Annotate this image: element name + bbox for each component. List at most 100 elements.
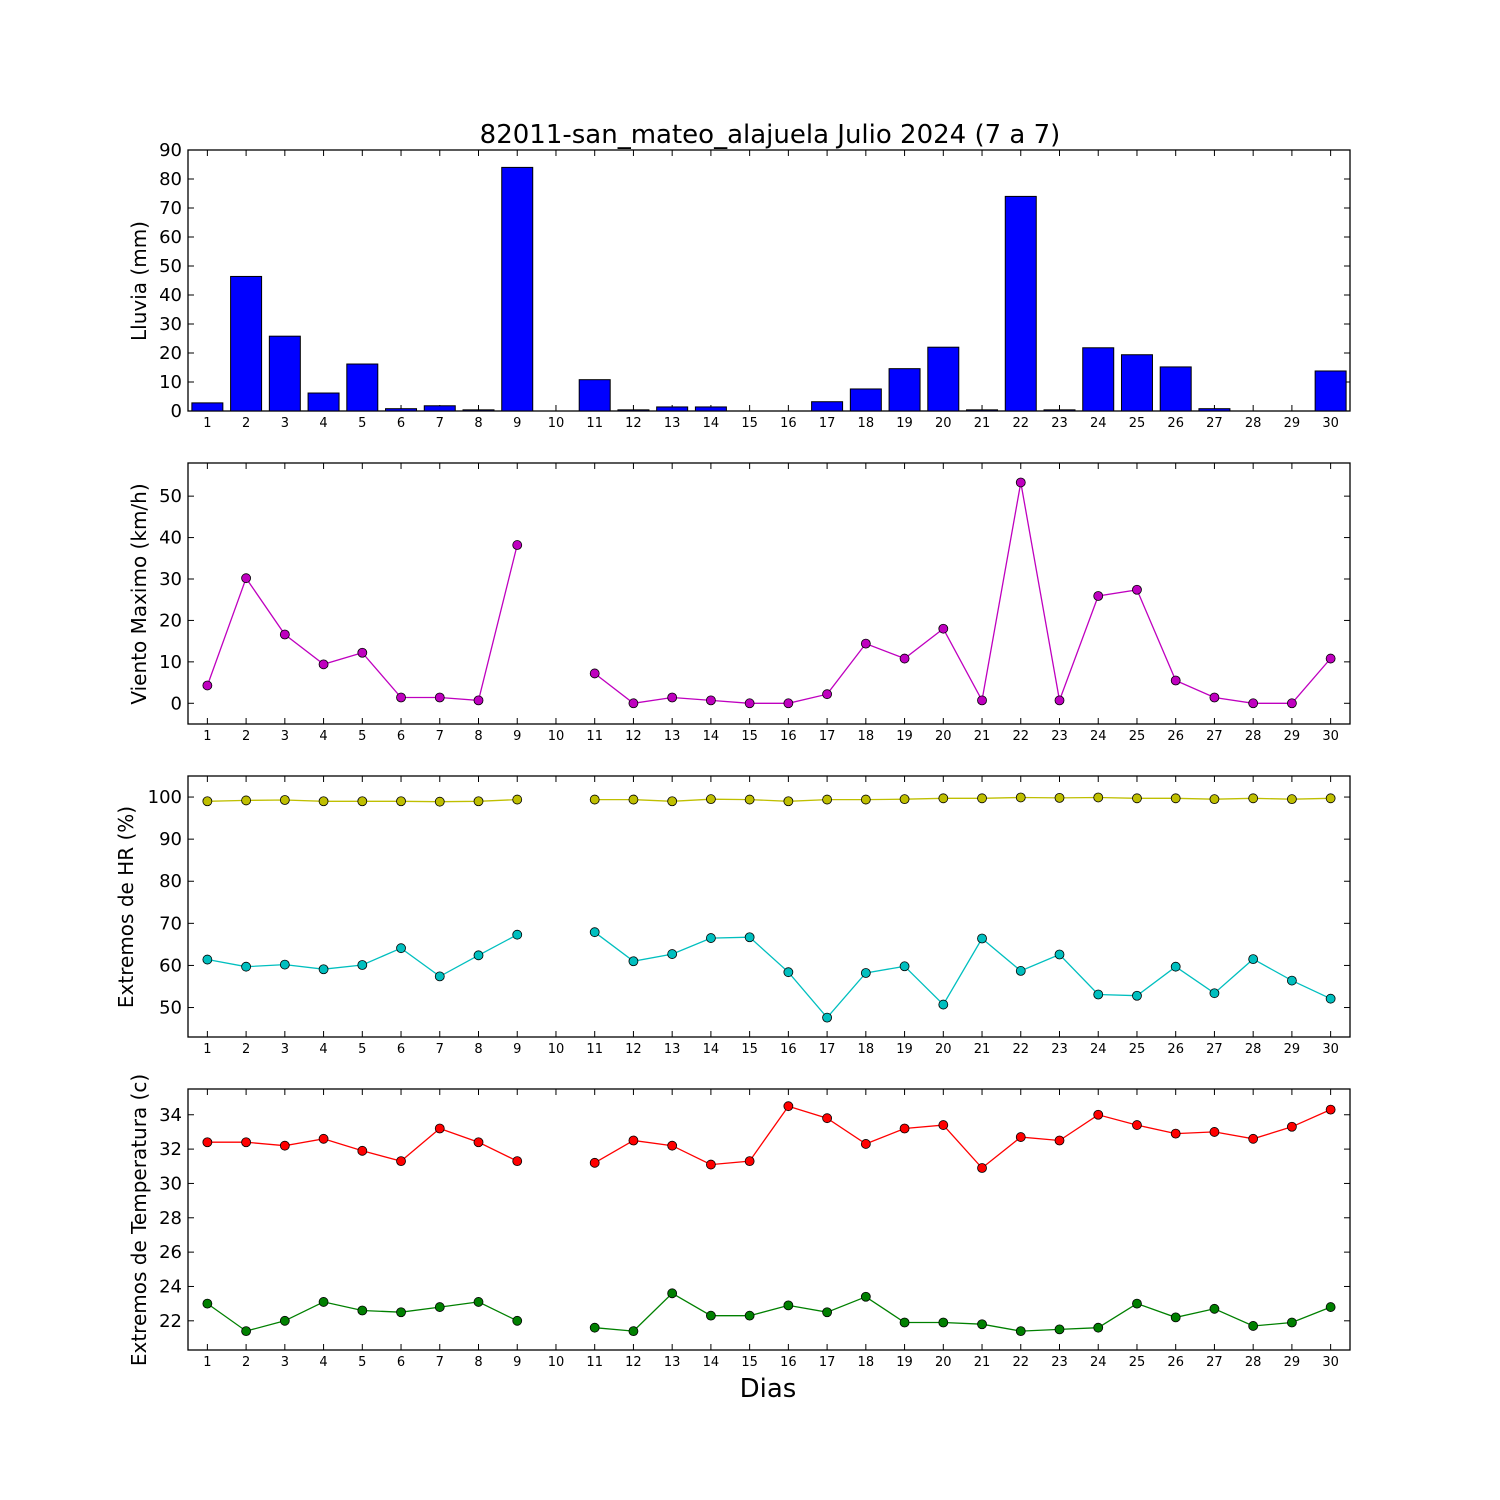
wind-y-tick-label: 40	[159, 528, 182, 549]
wind-series-0-point	[473, 695, 484, 706]
temperature-series-0-point	[783, 1101, 794, 1112]
wind-x-tick-label: 24	[1090, 729, 1107, 744]
temperature-x-tick-label: 27	[1206, 1355, 1223, 1370]
temperature-series-1-point	[434, 1302, 445, 1312]
humidity-series-0-point	[1054, 792, 1065, 803]
rain-x-tick-label: 10	[548, 416, 565, 431]
humidity-series-1-point	[279, 959, 290, 970]
rain-x-tick-label: 24	[1090, 416, 1107, 431]
humidity-series-1-point	[318, 964, 329, 975]
wind-x-tick-label: 1	[203, 729, 211, 744]
wind-x-tick-label: 2	[242, 729, 250, 744]
humidity-series-1-point	[1248, 954, 1259, 965]
humidity-series-0-point	[1093, 792, 1104, 803]
humidity-x-tick-label: 23	[1051, 1042, 1068, 1057]
rain-bar	[1082, 347, 1115, 412]
wind-x-tick-label: 12	[625, 729, 642, 744]
humidity-series-0-point	[202, 796, 213, 807]
x-axis-label: Dias	[740, 1374, 797, 1404]
temperature-series-1-point	[202, 1298, 213, 1309]
humidity-x-tick-label: 24	[1090, 1042, 1107, 1057]
temperature-x-tick-label: 5	[358, 1355, 366, 1370]
temperature-x-tick-label: 30	[1322, 1355, 1339, 1370]
rain-x-tick-label: 26	[1167, 416, 1184, 431]
temperature-x-tick-label: 4	[319, 1355, 327, 1370]
wind-y-tick-label: 0	[171, 693, 182, 714]
wind-y-axis-label: Viento Maximo (km/h)	[127, 483, 151, 704]
temperature-x-tick-label: 9	[513, 1355, 521, 1370]
wind-series-0-point	[202, 680, 213, 691]
rain-x-tick-label: 2	[242, 416, 250, 431]
humidity-series-1-point	[434, 971, 445, 982]
temperature-series-1-point	[667, 1288, 678, 1299]
temperature-x-tick-label: 11	[586, 1355, 603, 1370]
temperature-y-tick-label: 24	[159, 1276, 182, 1297]
humidity-series-1-point	[860, 968, 871, 978]
temperature-series-1-point	[473, 1297, 484, 1307]
rain-bar	[1198, 408, 1231, 412]
wind-series-0-point	[357, 647, 368, 658]
wind-series-0-point	[279, 629, 290, 640]
temperature-y-tick-label: 30	[159, 1173, 182, 1194]
wind-x-tick-label: 25	[1129, 729, 1146, 744]
rain-x-tick-label: 25	[1129, 416, 1146, 431]
temperature-series-1-point	[512, 1315, 523, 1326]
rain-bar	[694, 406, 727, 412]
rain-bar	[191, 402, 224, 412]
humidity-series-0-point	[357, 796, 368, 807]
rain-x-tick-label: 21	[974, 416, 991, 431]
humidity-y-tick-label: 60	[159, 955, 182, 976]
temperature-x-tick-label: 26	[1167, 1355, 1184, 1370]
temperature-series-0-point	[860, 1139, 871, 1149]
wind-x-tick-label: 17	[819, 729, 836, 744]
humidity-x-tick-label: 16	[780, 1042, 797, 1057]
temperature-x-tick-label: 21	[974, 1355, 991, 1370]
wind-series-0-point	[899, 653, 910, 664]
humidity-series-0-point	[241, 795, 252, 806]
temperature-x-tick-label: 20	[935, 1355, 952, 1370]
humidity-y-tick-label: 70	[159, 913, 182, 934]
humidity-series-1-point	[744, 932, 755, 943]
rain-x-tick-label: 30	[1322, 416, 1339, 431]
wind-series-0-point	[783, 698, 794, 709]
humidity-x-tick-label: 20	[935, 1042, 952, 1057]
temperature-plot-frame	[187, 1088, 1351, 1351]
humidity-x-tick-label: 4	[319, 1042, 327, 1057]
humidity-series-0-point	[1209, 794, 1220, 805]
temperature-y-tick-label: 22	[159, 1311, 182, 1332]
humidity-series-1-point	[938, 999, 949, 1010]
rain-bar	[230, 275, 263, 412]
humidity-x-tick-label: 25	[1129, 1042, 1146, 1057]
temperature-x-tick-label: 13	[664, 1355, 681, 1370]
rain-x-tick-label: 6	[397, 416, 405, 431]
wind-x-tick-label: 27	[1206, 729, 1223, 744]
rain-bar	[1314, 370, 1347, 412]
temperature-series-1-point	[783, 1300, 794, 1311]
temperature-series-0-point	[1170, 1128, 1181, 1139]
humidity-series-1-point	[512, 929, 523, 940]
humidity-x-tick-label: 2	[242, 1042, 250, 1057]
humidity-x-tick-label: 15	[741, 1042, 758, 1057]
humidity-series-1-point	[977, 933, 987, 944]
rain-bar	[578, 379, 611, 412]
humidity-x-tick-label: 13	[664, 1042, 681, 1057]
wind-series-0-point	[1325, 653, 1336, 664]
temperature-x-tick-label: 29	[1284, 1355, 1301, 1370]
temperature-x-tick-label: 8	[474, 1355, 482, 1370]
wind-x-tick-label: 9	[513, 729, 521, 744]
rain-x-tick-label: 18	[858, 416, 875, 431]
humidity-y-tick-label: 80	[159, 871, 182, 892]
rain-x-tick-label: 9	[513, 416, 521, 431]
temperature-x-tick-label: 10	[548, 1355, 565, 1370]
rain-y-tick-label: 70	[159, 198, 182, 219]
rain-y-tick-label: 40	[159, 285, 182, 306]
humidity-y-tick-label: 100	[148, 787, 182, 808]
humidity-x-tick-label: 29	[1284, 1042, 1301, 1057]
humidity-series-0-point	[822, 794, 832, 805]
humidity-x-tick-label: 9	[513, 1042, 521, 1057]
humidity-series-0-point	[667, 796, 678, 807]
